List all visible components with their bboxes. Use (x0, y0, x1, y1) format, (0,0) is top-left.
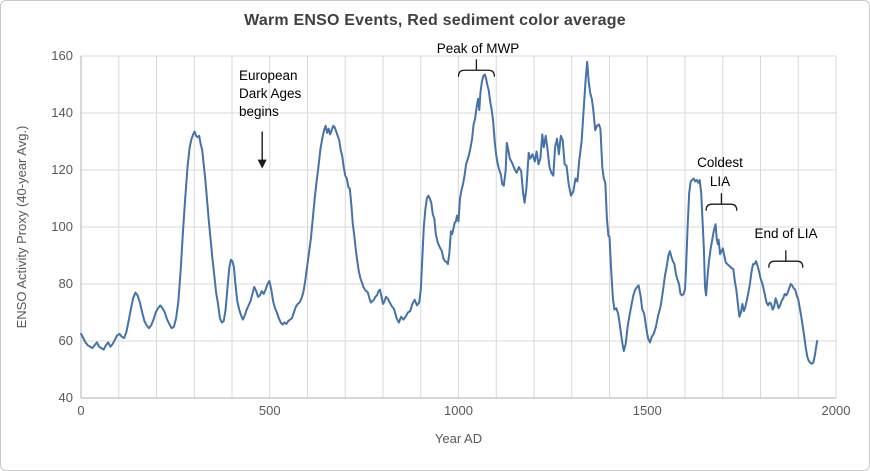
y-tick-label: 80 (58, 276, 73, 291)
x-tick-label: 1000 (444, 403, 473, 418)
enso-proxy-line-series (80, 60, 819, 365)
end-of-lia-brace (768, 250, 804, 268)
annotation-text-line: Coldest (697, 155, 743, 170)
x-tick-label: 0 (77, 403, 85, 418)
annotation-text-line: European (239, 68, 298, 83)
annotation-end-of-lia: End of LIA (754, 226, 818, 241)
annotation-coldest-lia: Coldest LIA (668, 153, 772, 191)
annotation-text-line: LIA (709, 174, 731, 189)
x-axis-title: Year AD (434, 431, 483, 446)
y-axis-title: ENSO Activity Proxy (40-year Avg.) (14, 125, 29, 329)
coldest-lia-brace (705, 193, 738, 211)
y-tick-label: 100 (51, 219, 73, 234)
annotation-text-line: Dark Ages (239, 86, 302, 101)
y-tick-label: 140 (51, 105, 73, 120)
european-dark-ages-arrowhead-icon (257, 159, 267, 169)
annotation-peak-of-mwp: Peak of MWP (436, 41, 520, 56)
x-tick-label: 500 (258, 403, 281, 418)
annotation-text-line: begins (239, 104, 279, 119)
chart-title: Warm ENSO Events, Red sediment color ave… (244, 12, 626, 29)
y-tick-label: 160 (51, 48, 73, 63)
x-tick-label: 2000 (821, 403, 851, 418)
y-tick-label: 120 (51, 162, 73, 177)
x-tick-label: 1500 (632, 403, 662, 418)
y-tick-label: 40 (58, 390, 73, 405)
peak-of-mwp-brace (457, 59, 496, 77)
annotation-european-dark-ages: European Dark Ages begins (239, 67, 301, 121)
y-tick-label: 60 (58, 333, 73, 348)
